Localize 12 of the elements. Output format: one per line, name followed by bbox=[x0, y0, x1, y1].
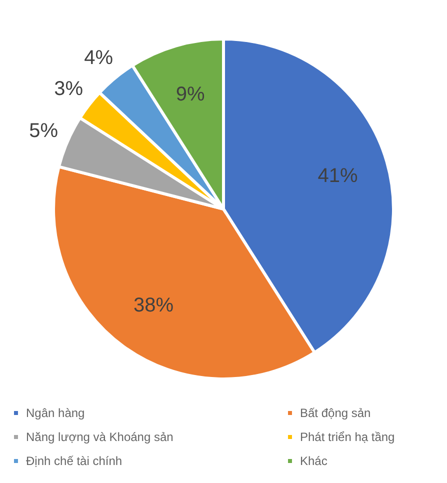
data-label: 3% bbox=[54, 78, 84, 100]
legend-label: Năng lượng và Khoáng sản bbox=[26, 430, 174, 444]
legend-label: Bất động sản bbox=[300, 406, 371, 420]
legend-label: Khác bbox=[300, 454, 328, 468]
data-label: 41% bbox=[318, 164, 358, 187]
data-label: 5% bbox=[29, 120, 58, 142]
legend-label: Định chế tài chính bbox=[26, 454, 122, 468]
data-label: 9% bbox=[176, 84, 205, 106]
data-label: 4% bbox=[84, 46, 114, 69]
legend-label: Phát triển hạ tầng bbox=[300, 430, 395, 444]
data-label: 38% bbox=[134, 294, 174, 316]
legend-label: Ngân hàng bbox=[26, 406, 85, 420]
